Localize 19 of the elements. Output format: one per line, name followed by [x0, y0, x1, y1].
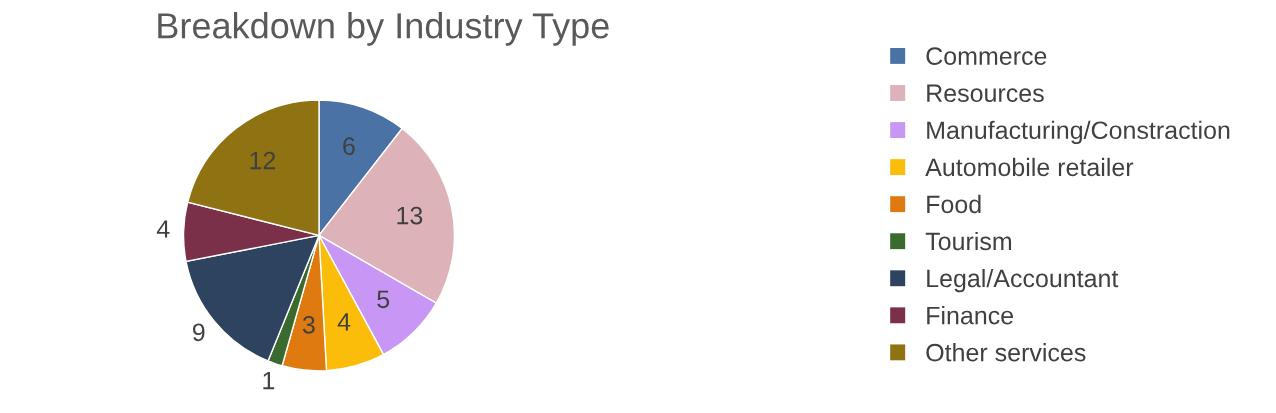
data-label: 12: [250, 151, 276, 170]
data-label: 1: [263, 372, 275, 390]
legend-label: Manufacturing/Constraction: [927, 120, 1230, 145]
legend-label: Commerce: [926, 47, 1047, 65]
chart-title: Breakdown by Industry Type: [158, 12, 609, 46]
data-label: 4: [156, 220, 170, 238]
data-label: 3: [302, 315, 315, 334]
legend-label: Food: [927, 194, 981, 214]
legend-label: Resources: [927, 84, 1044, 103]
data-label: 6: [343, 137, 355, 155]
legend-label: Legal/Accountant: [927, 268, 1119, 293]
legend-label: Automobile retailer: [925, 157, 1134, 177]
data-label: 13: [397, 206, 423, 225]
data-label: 4: [337, 313, 351, 331]
legend-label: Finance: [927, 306, 1014, 325]
legend-label: Other services: [926, 343, 1086, 362]
data-label: 5: [377, 290, 390, 309]
legend-label: Tourism: [925, 231, 1012, 251]
data-label: 9: [192, 323, 205, 342]
